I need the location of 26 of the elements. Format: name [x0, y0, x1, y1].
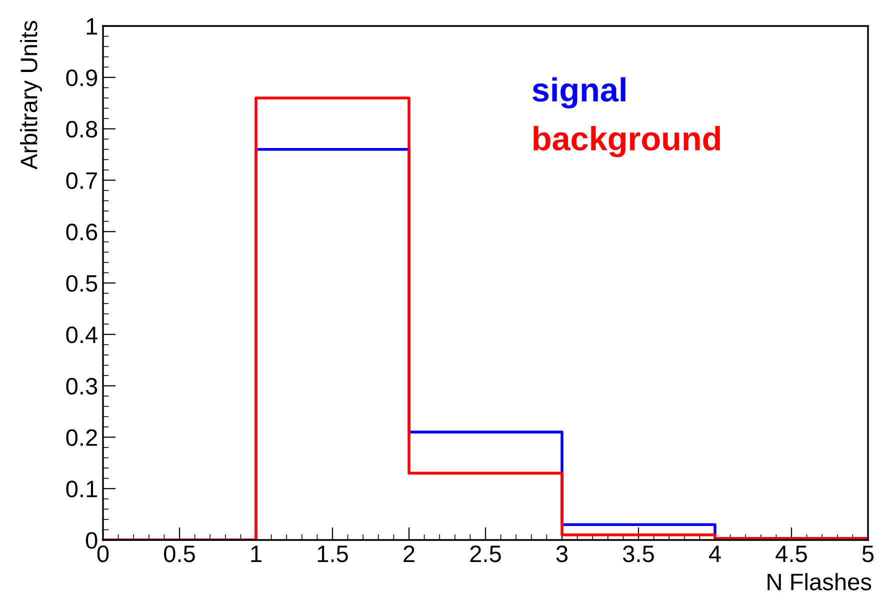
- x-tick-label: 2: [404, 545, 414, 562]
- x-tick-label: 4.5: [776, 546, 807, 562]
- y-tick-label: 0: [86, 532, 98, 549]
- y-tick-label: 0.3: [66, 378, 98, 395]
- x-tick-label: 1.5: [318, 546, 348, 562]
- y-tick-label: 0.6: [66, 224, 98, 240]
- y-tick-label: 0.4: [66, 326, 98, 344]
- y-tick-label: 0.8: [66, 120, 98, 138]
- y-tick-label: 0.2: [66, 429, 97, 446]
- text: signal: [532, 77, 626, 108]
- y-tick-label: 0.7: [66, 172, 97, 189]
- x-tick-label: 3: [556, 545, 568, 562]
- x-tick-label: 1: [251, 546, 262, 562]
- x-tick-label: 5: [862, 546, 874, 562]
- x-tick-label: 0.5: [164, 545, 195, 562]
- y-tick-label: 0.1: [66, 480, 97, 498]
- x-tick-label: 2.5: [470, 545, 501, 562]
- y-tick-label: 1: [86, 18, 97, 35]
- y-axis-title: Arbitrary Units: [20, 20, 42, 170]
- x-tick-label: 3.5: [622, 545, 654, 562]
- text: background: [534, 126, 720, 158]
- x-tick-label: 4: [708, 546, 721, 562]
- x-axis-title: N Flashes: [768, 572, 872, 590]
- y-tick-label: 0.5: [66, 275, 98, 292]
- x-tick-label: 0: [97, 545, 109, 562]
- y-tick-label: 0.9: [66, 69, 98, 86]
